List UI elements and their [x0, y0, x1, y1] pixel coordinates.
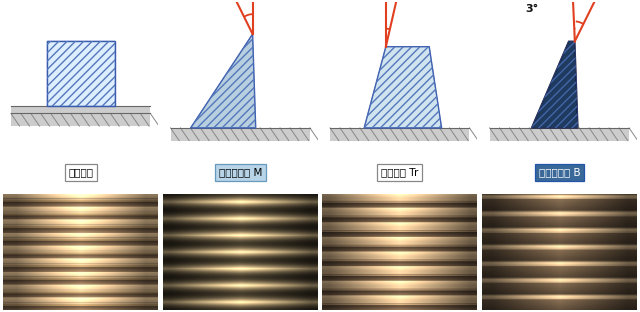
Text: 矩形螺纹: 矩形螺纹 — [68, 167, 93, 177]
Text: 3°: 3° — [525, 4, 538, 14]
Text: 锯齿形螺纹 B: 锯齿形螺纹 B — [538, 167, 580, 177]
Polygon shape — [364, 47, 442, 128]
Polygon shape — [47, 41, 115, 106]
Text: 三角形螺纹 M: 三角形螺纹 M — [218, 167, 262, 177]
Polygon shape — [531, 41, 578, 128]
Polygon shape — [191, 34, 256, 128]
Text: 梯形螺纹 Tr: 梯形螺纹 Tr — [381, 167, 419, 177]
